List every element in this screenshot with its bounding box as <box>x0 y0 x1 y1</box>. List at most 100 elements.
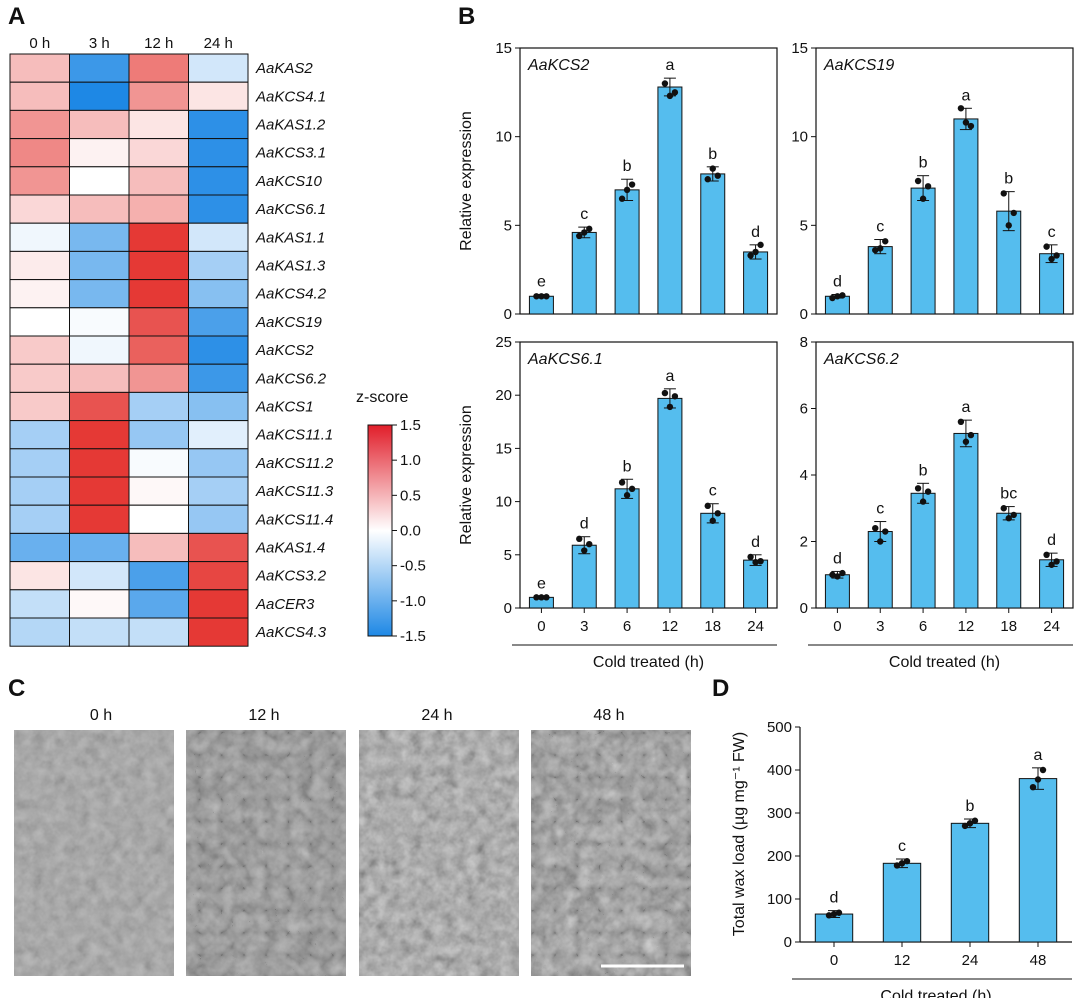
bar-24 <box>743 251 769 315</box>
heatmap-row-label: AaCER3 <box>255 596 315 613</box>
micrograph-label-24h: 24 h <box>421 707 452 724</box>
legend-tick-label: 1.5 <box>400 417 421 434</box>
data-point <box>962 119 970 126</box>
heatmap-cell <box>9 109 70 140</box>
micrograph-48h <box>531 730 691 976</box>
heatmap-cell <box>128 194 189 224</box>
data-point <box>829 294 836 302</box>
heatmap-cell <box>128 109 189 140</box>
data-point <box>834 293 841 300</box>
heatmap-cell <box>188 532 249 563</box>
data-point <box>586 540 593 548</box>
heatmap-cell <box>9 81 70 111</box>
panel-label-b: B <box>458 3 475 30</box>
y-tick-label: 0 <box>504 600 512 617</box>
legend-tick-label: -1.5 <box>400 628 426 645</box>
data-point <box>533 594 540 601</box>
significance-letter: d <box>833 550 842 567</box>
data-point <box>666 92 674 100</box>
significance-letter: c <box>1048 224 1056 241</box>
data-point <box>533 293 540 300</box>
heatmap-cell <box>128 166 189 196</box>
heatmap-row-label: AaKCS11.3 <box>255 483 334 500</box>
heatmap-cell <box>9 504 70 534</box>
data-point <box>661 389 669 397</box>
y-axis-title: Relative expression <box>458 405 475 545</box>
y-axis-title: Total wax load (µg mg⁻¹ FW) <box>731 732 748 936</box>
y-tick-label: 4 <box>800 467 808 484</box>
y-tick-label: 100 <box>767 891 792 908</box>
chart-title: AaKCS2 <box>527 57 589 74</box>
heatmap-cell <box>69 279 130 309</box>
bar-3 <box>571 231 597 315</box>
panel-label-c: C <box>8 675 25 702</box>
y-tick-label: 0 <box>784 934 792 951</box>
data-point <box>893 862 901 869</box>
chart-title: AaKCS6.2 <box>823 351 899 368</box>
x-tick-label: 24 <box>1043 618 1060 635</box>
heatmap-cell <box>69 448 130 478</box>
data-point <box>967 122 975 130</box>
heatmap-row-label: AaKCS11.2 <box>255 455 334 472</box>
heatmap-cell <box>69 194 130 224</box>
heatmap-cell <box>9 532 70 563</box>
significance-letter: c <box>580 206 588 223</box>
data-point <box>835 909 843 916</box>
bar-6 <box>614 488 640 609</box>
x-axis-title: Cold treated (h) <box>889 654 1000 671</box>
bar-24 <box>950 822 990 943</box>
heatmap-cell <box>9 166 70 196</box>
significance-letter: b <box>623 458 632 475</box>
data-point <box>747 553 754 561</box>
data-point <box>757 557 764 565</box>
heatmap-cell <box>9 561 70 591</box>
panel-label-d: D <box>712 675 729 702</box>
heatmap-cell <box>188 166 249 196</box>
bar-3 <box>867 246 893 315</box>
plot-frame <box>519 47 778 315</box>
data-point <box>1000 505 1007 512</box>
data-point <box>967 431 975 439</box>
significance-letter: b <box>966 798 975 815</box>
heatmap-cell <box>69 420 130 450</box>
heatmap-cell <box>128 504 189 534</box>
heatmap-cell <box>128 335 189 365</box>
micrograph-label-48h: 48 h <box>593 707 624 724</box>
heatmap-row-label: AaKCS4.1 <box>255 88 326 105</box>
bar-3 <box>571 544 597 609</box>
micrograph-12h <box>186 730 346 976</box>
bar-12 <box>953 118 979 315</box>
micrograph-0h <box>14 730 174 976</box>
heatmap-cell <box>188 53 249 83</box>
heatmap-row-label: AaKCS11.4 <box>255 511 333 528</box>
data-point <box>671 393 679 400</box>
data-point <box>1043 551 1050 558</box>
data-point <box>1043 243 1050 250</box>
legend-title: z-score <box>356 389 409 406</box>
heatmap-cell <box>188 250 249 281</box>
x-tick-label: 0 <box>833 618 841 635</box>
bar-18 <box>996 512 1022 609</box>
significance-letter: d <box>580 516 589 533</box>
significance-letter: b <box>623 158 632 175</box>
significance-letter: b <box>1004 171 1013 188</box>
data-point <box>877 245 884 252</box>
heatmap-cell <box>188 448 249 478</box>
heatmap-cell <box>128 420 189 450</box>
heatmap-cell <box>9 589 70 619</box>
y-tick-label: 10 <box>495 494 512 511</box>
heatmap-cell <box>9 448 70 478</box>
significance-letter: c <box>709 483 717 500</box>
heatmap-cell <box>69 391 130 422</box>
data-point <box>1010 511 1017 519</box>
x-tick-label: 12 <box>958 618 975 635</box>
x-tick-label: 6 <box>623 618 631 635</box>
bar-chart-aakcs6-1: 0 5 10 15 20 25 AaKCS6.1 e 0 d 3 b 6 a 12 c 18 d 24 Cold tr… <box>458 334 778 671</box>
heatmap-cell <box>69 504 130 534</box>
heatmap-cell <box>9 420 70 450</box>
significance-letter: b <box>919 462 928 479</box>
heatmap-cell <box>128 250 189 281</box>
bar-12 <box>657 86 683 315</box>
significance-letter: e <box>537 273 546 290</box>
bar-48 <box>1018 778 1058 943</box>
